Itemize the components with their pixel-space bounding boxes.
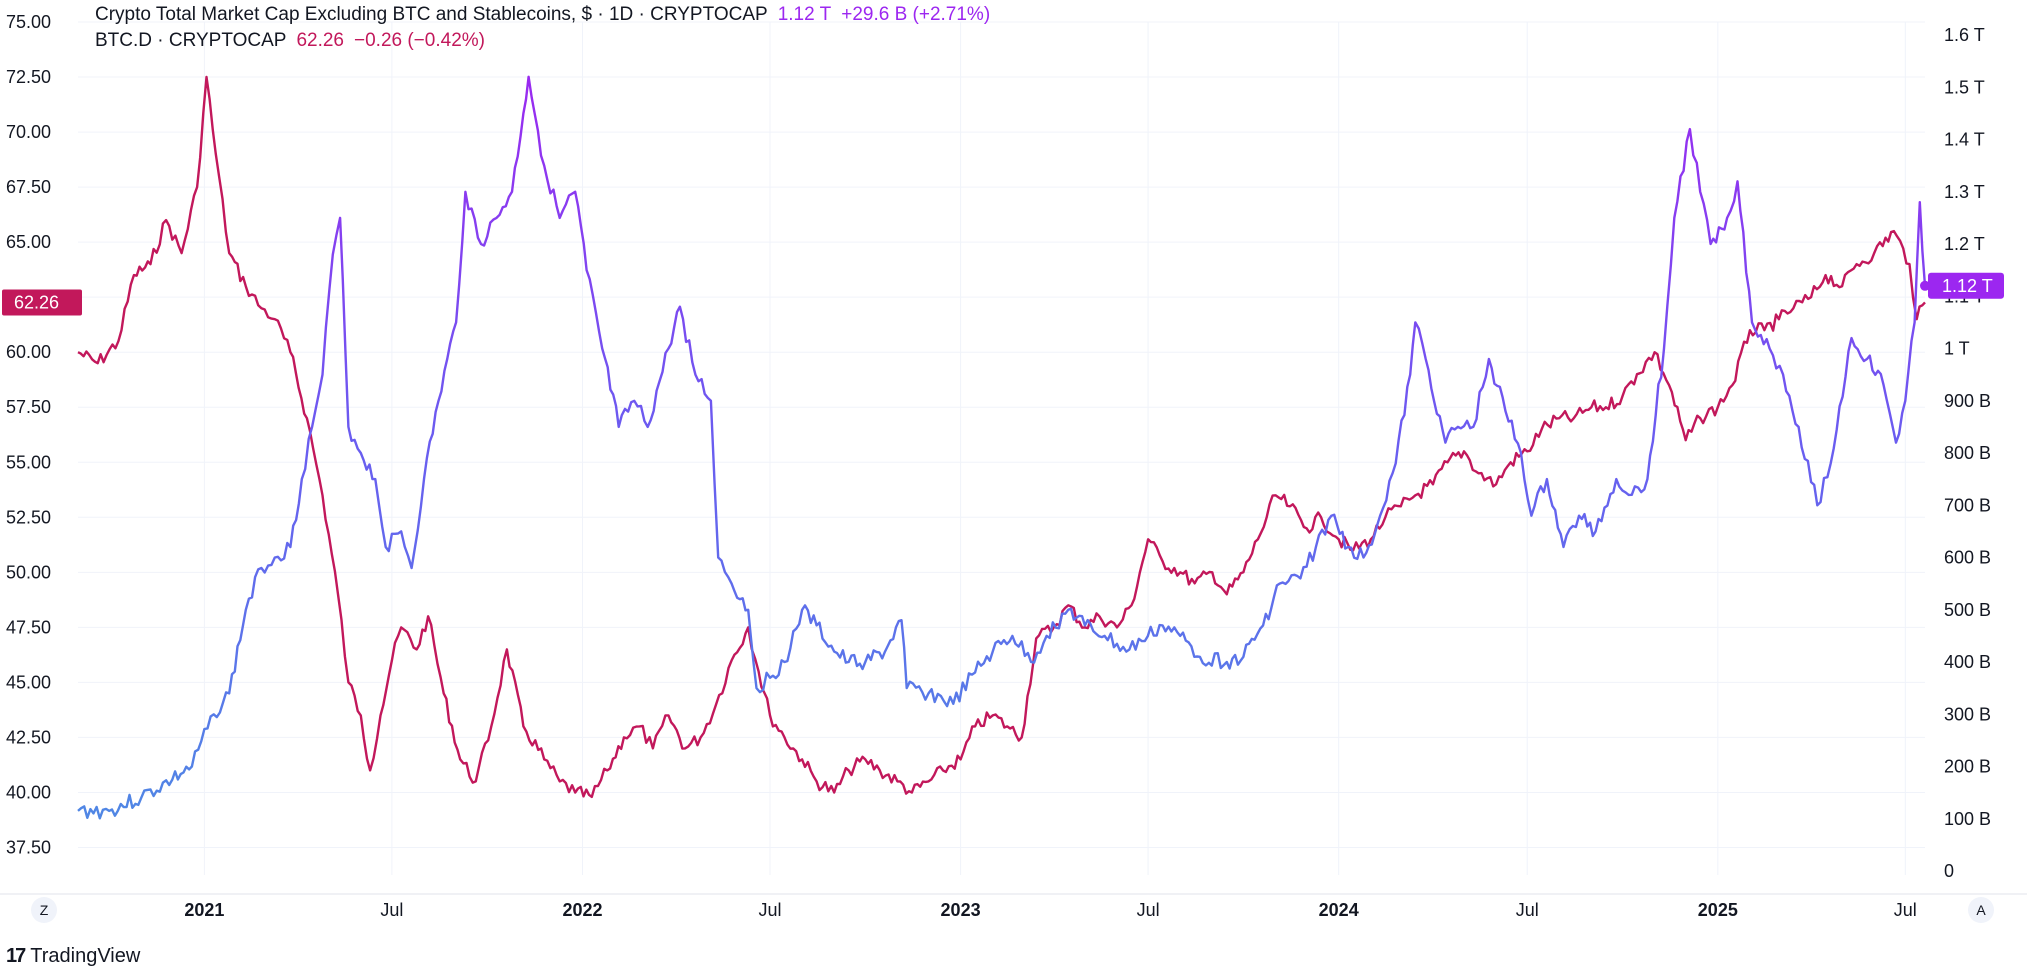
zoom-reset-label: Z [39, 902, 49, 918]
legend-series-change: +29.6 B (+2.71%) [841, 4, 991, 25]
right-tick-label: 900 B [1944, 391, 1991, 411]
right-tick-label: 1.5 T [1944, 77, 1985, 97]
left-tick-label: 50.00 [6, 562, 51, 582]
right-tick-label: 100 B [1944, 809, 1991, 829]
left-tick-label: 65.00 [6, 232, 51, 252]
auto-scale-button[interactable]: A [1968, 897, 1994, 923]
right-tick-label: 800 B [1944, 443, 1991, 463]
zoom-reset-button[interactable]: Z [31, 897, 57, 923]
left-tick-label: 40.00 [6, 782, 51, 802]
x-axis-ticks: 2021 Jul 2022 Jul 2023 Jul 2024 Jul 2025 Jul [184, 900, 1916, 920]
x-tick-label: Jul [758, 900, 781, 920]
right-tick-label: 400 B [1944, 652, 1991, 672]
left-tick-label: 70.00 [6, 122, 51, 142]
tradingview-brand: TradingView [30, 945, 141, 967]
right-tick-label: 1.4 T [1944, 130, 1985, 150]
right-tick-label: 0 [1944, 861, 1954, 881]
x-tick-label: 2022 [562, 900, 602, 920]
legend-series-name: BTC.D · CRYPTOCAP [95, 30, 287, 51]
svg-text:62.26: 62.26 [14, 292, 59, 312]
left-tick-label: 47.50 [6, 617, 51, 637]
legend-series-value: 62.26 [296, 30, 344, 51]
left-tick-label: 57.50 [6, 397, 51, 417]
svg-text:1.12 T: 1.12 T [1942, 276, 1993, 296]
left-axis-ticks: 37.50 40.00 42.50 45.00 47.50 50.00 52.50 55.00… [6, 12, 51, 857]
legend-row-mcap[interactable]: Crypto Total Market Cap Excluding BTC an… [95, 4, 1000, 26]
right-tick-label: 700 B [1944, 495, 1991, 515]
left-tick-label: 75.00 [6, 12, 51, 32]
left-tick-label: 52.50 [6, 507, 51, 527]
x-tick-label: 2024 [1319, 900, 1359, 920]
left-tick-label: 60.00 [6, 342, 51, 362]
right-tick-label: 200 B [1944, 757, 1991, 777]
left-tick-label: 45.00 [6, 672, 51, 692]
left-tick-label: 55.00 [6, 452, 51, 472]
right-price-badge: 1.12 T [1928, 272, 2004, 299]
series-end-marker [1920, 280, 1930, 291]
x-tick-label: 2023 [941, 900, 981, 920]
mcap-series-line [77, 75, 1927, 820]
left-tick-label: 72.50 [6, 67, 51, 87]
right-tick-label: 300 B [1944, 704, 1991, 724]
legend-series-value: 1.12 T [777, 4, 832, 25]
legend-row-btcd[interactable]: BTC.D · CRYPTOCAP 62.26 −0.26 (−0.42%) [95, 30, 495, 52]
tradingview-logo-icon: 17 [6, 945, 26, 967]
left-price-badge: 62.26 [2, 289, 82, 316]
btcd-series-line [77, 75, 1926, 799]
right-tick-label: 1.6 T [1944, 25, 1985, 45]
right-tick-label: 1.3 T [1944, 182, 1985, 202]
x-tick-label: Jul [1137, 900, 1160, 920]
grid-lines [0, 21, 2027, 895]
x-tick-label: 2025 [1698, 900, 1738, 920]
x-tick-label: Jul [1516, 900, 1539, 920]
legend-series-name: Crypto Total Market Cap Excluding BTC an… [95, 4, 768, 25]
right-tick-label: 1 T [1944, 339, 1970, 359]
right-tick-label: 600 B [1944, 548, 1991, 568]
left-tick-label: 42.50 [6, 727, 51, 747]
right-axis-ticks: 0 100 B 200 B 300 B 400 B 500 B 600 B 700 B 800 … [1944, 25, 1991, 881]
x-tick-label: 2021 [184, 900, 224, 920]
right-tick-label: 500 B [1944, 600, 1991, 620]
left-tick-label: 67.50 [6, 177, 51, 197]
left-tick-label: 37.50 [6, 837, 51, 857]
auto-scale-label: A [1976, 902, 1986, 918]
tradingview-attribution[interactable]: 17 TradingView [6, 945, 140, 968]
right-tick-label: 1.2 T [1944, 234, 1985, 254]
legend-series-change: −0.26 (−0.42%) [354, 30, 485, 51]
x-tick-label: Jul [380, 900, 403, 920]
x-tick-label: Jul [1894, 900, 1917, 920]
